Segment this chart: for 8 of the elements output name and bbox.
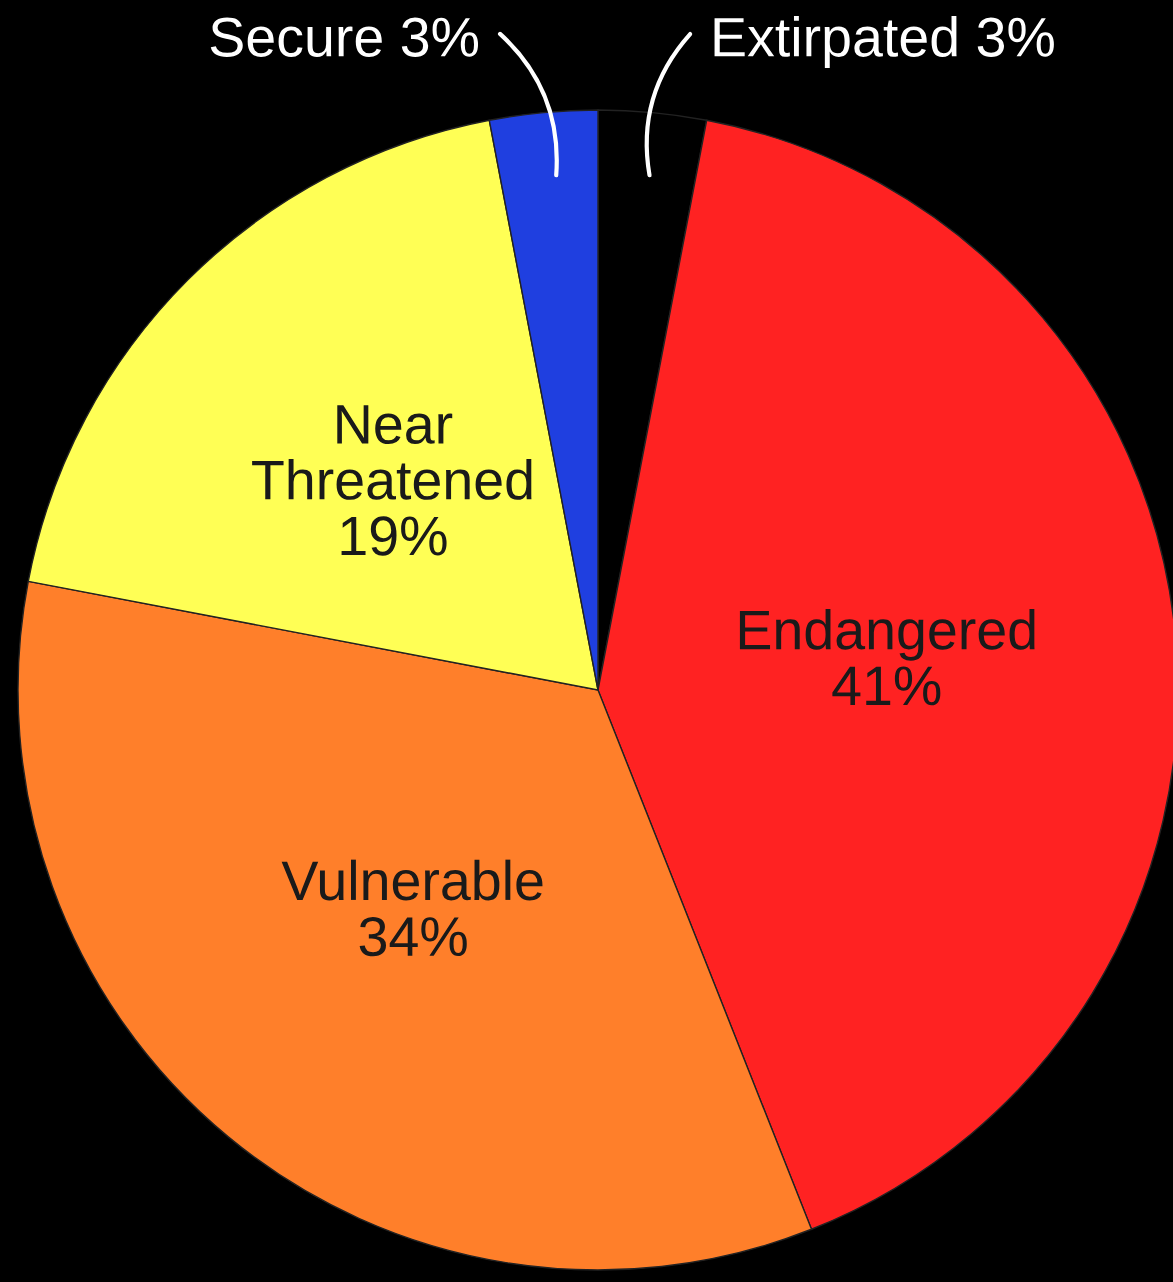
slice-label: Endangered — [739, 608, 1035, 661]
slice-label: Secure 3% — [210, 17, 479, 57]
slice-label: Extirpated 3% — [714, 16, 1054, 68]
data-label: 19% — [341, 516, 447, 556]
slice-label: Near Threatened — [252, 405, 532, 500]
slice-label: Vulnerable — [281, 859, 543, 901]
data-label: 41% — [832, 666, 941, 706]
data-label: 34% — [359, 916, 467, 957]
